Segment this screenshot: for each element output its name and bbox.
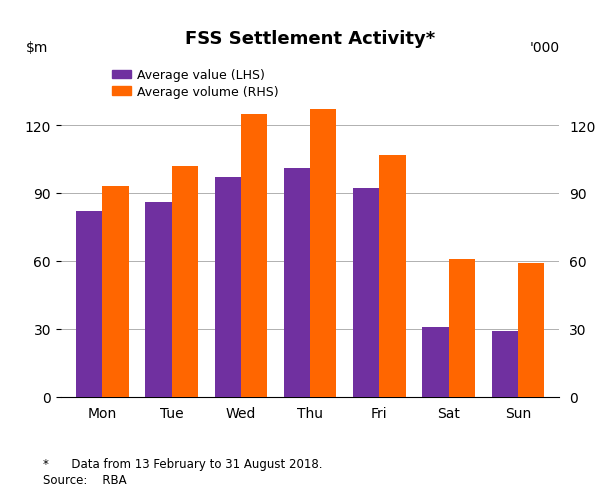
Bar: [102, 187, 129, 397]
Bar: [284, 169, 310, 397]
Bar: [353, 189, 379, 397]
Bar: [422, 327, 449, 397]
Bar: [76, 212, 102, 397]
Bar: [215, 178, 241, 397]
Title: FSS Settlement Activity*: FSS Settlement Activity*: [185, 30, 435, 48]
Legend: Average value (LHS), Average volume (RHS): Average value (LHS), Average volume (RHS…: [107, 64, 283, 104]
Bar: [241, 115, 267, 397]
Text: Source:    RBA: Source: RBA: [43, 473, 126, 484]
Bar: [145, 203, 171, 397]
Bar: [491, 332, 518, 397]
Bar: [310, 110, 336, 397]
Bar: [449, 259, 475, 397]
Text: '000: '000: [529, 41, 559, 55]
Text: *      Data from 13 February to 31 August 2018.: * Data from 13 February to 31 August 201…: [43, 457, 322, 470]
Text: $m: $m: [26, 41, 48, 55]
Bar: [379, 155, 406, 397]
Bar: [171, 166, 198, 397]
Bar: [518, 264, 544, 397]
